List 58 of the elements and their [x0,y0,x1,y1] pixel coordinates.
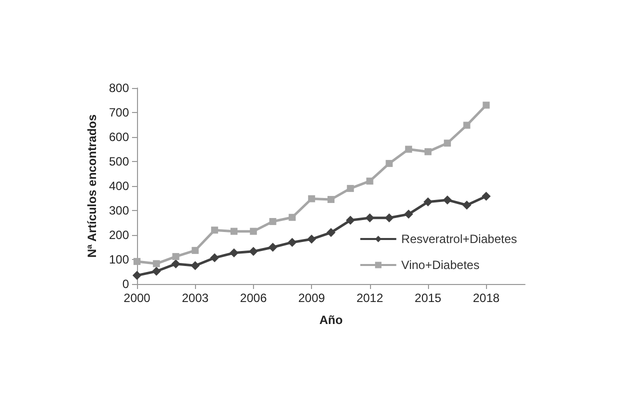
point [365,213,374,222]
point [366,178,374,185]
point [288,214,296,221]
y-tick-label: 600 [108,130,130,144]
point [248,246,258,256]
point [384,213,394,222]
point [482,102,490,109]
x-axis-title: Año [319,313,343,327]
legend-label: Resveratrol+Diabetes [401,232,518,246]
y-tick-label: 500 [108,154,130,168]
y-tick-label: 400 [108,179,130,193]
point [405,146,412,153]
point [132,270,142,280]
x-tick-label: 2006 [240,291,268,305]
point [462,200,472,210]
point [326,228,336,238]
point [346,216,355,225]
point [268,242,278,252]
y-axis-title: Nª Artículos encontrados [85,114,100,258]
y-tick-label: 200 [108,228,130,242]
point [463,122,470,129]
point [308,195,316,202]
point [192,246,199,254]
point [171,259,180,268]
point [211,226,218,234]
point [230,228,238,235]
point [404,210,414,219]
point [444,140,451,147]
point [134,258,140,265]
point [328,196,334,203]
point [346,184,354,192]
legend-label: Vino+Diabetes [401,258,480,272]
point [210,253,220,262]
point [152,260,160,268]
y-tick-label: 800 [108,81,130,95]
point [424,197,432,206]
y-tick-label: 300 [108,204,130,218]
y-tick-label: 700 [108,106,130,120]
y-tick-label: 100 [108,252,130,266]
point [482,192,491,201]
point [386,160,393,167]
point [250,228,257,235]
x-tick-label: 2009 [298,291,326,305]
point [307,234,316,244]
x-tick-label: 2000 [124,291,151,305]
point [230,248,238,258]
y-tick-label: 0 [122,277,130,291]
point [288,238,297,247]
point [442,195,452,204]
x-tick-label: 2018 [472,291,500,305]
x-tick-label: 2003 [182,291,209,305]
point [424,148,432,156]
point [152,266,161,276]
point [172,253,180,260]
point [269,218,276,226]
point [190,261,200,270]
x-tick-label: 2012 [356,291,384,305]
x-tick-label: 2015 [414,291,442,305]
